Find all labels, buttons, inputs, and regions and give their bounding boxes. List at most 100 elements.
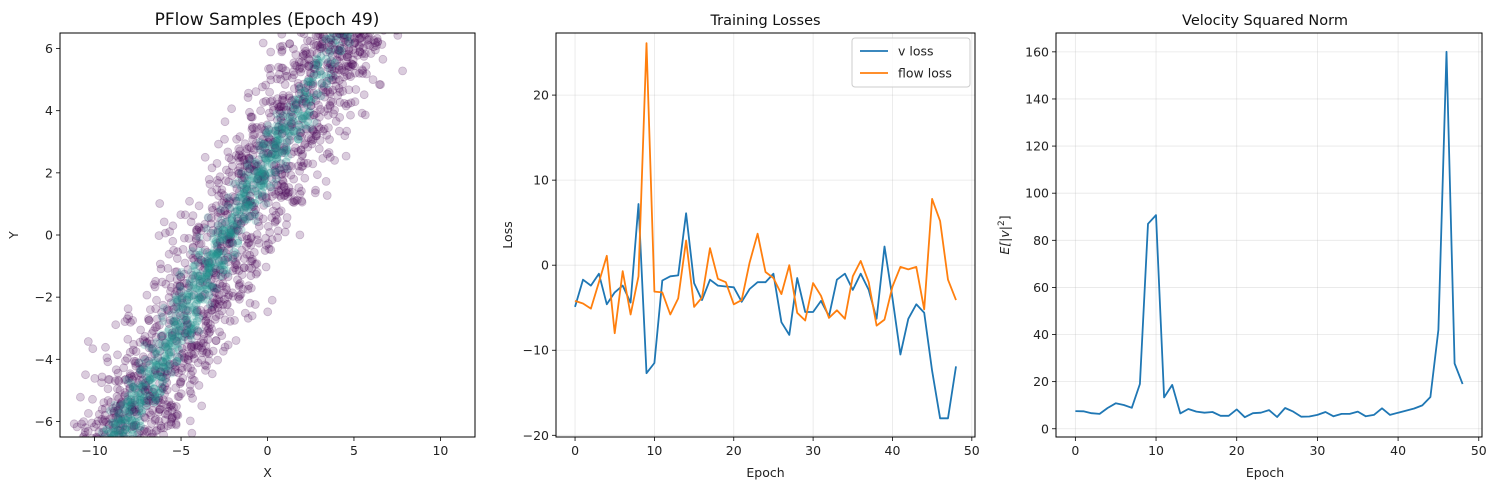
scatter-point	[312, 54, 321, 64]
velocity-x-label: Epoch	[1246, 465, 1284, 480]
scatter-point	[163, 366, 173, 376]
scatter-point-dense	[131, 443, 139, 451]
scatter-point-dense	[240, 213, 248, 221]
scatter-point	[303, 76, 313, 86]
scatter-point	[246, 112, 256, 122]
scatter-point-dense	[168, 336, 177, 345]
scatter-point	[203, 335, 213, 345]
scatter-point	[283, 188, 293, 198]
scatter-point	[324, 73, 334, 83]
scatter-point-dense	[191, 284, 200, 293]
scatter-point	[99, 427, 109, 437]
scatter-point-dense	[155, 372, 164, 381]
scatter-point	[357, 49, 367, 58]
scatter-point	[175, 281, 185, 291]
scatter-point-dense	[234, 193, 243, 202]
scatter-point	[90, 373, 100, 383]
scatter-point	[148, 373, 158, 382]
scatter-point	[147, 352, 157, 362]
scatter-point	[235, 156, 245, 166]
scatter-point	[323, 85, 333, 95]
scatter-point	[169, 402, 179, 412]
scatter-point	[306, 101, 316, 111]
scatter-point	[141, 413, 150, 423]
scatter-point-dense	[186, 326, 195, 335]
scatter-point	[267, 149, 277, 159]
scatter-point	[240, 308, 250, 318]
scatter-point	[248, 135, 258, 144]
scatter-point	[159, 423, 169, 433]
scatter-point	[219, 197, 229, 206]
scatter-point-dense	[141, 390, 150, 399]
scatter-point	[233, 238, 243, 248]
scatter-point	[114, 405, 123, 415]
scatter-point	[203, 309, 213, 318]
scatter-point	[198, 338, 208, 348]
scatter-point	[353, 33, 362, 38]
scatter-point	[208, 293, 218, 303]
scatter-point	[171, 311, 181, 321]
scatter-point	[202, 361, 211, 371]
scatter-point	[184, 351, 194, 361]
scatter-point	[223, 292, 233, 302]
scatter-point	[281, 157, 291, 167]
scatter-point	[299, 79, 309, 89]
scatter-point	[99, 398, 109, 408]
scatter-point	[323, 63, 333, 73]
scatter-point	[343, 99, 353, 109]
scatter-point	[121, 424, 130, 434]
scatter-point	[184, 233, 194, 243]
scatter-point-dense	[171, 295, 180, 304]
scatter-point	[277, 63, 286, 73]
scatter-point	[161, 453, 169, 461]
scatter-point	[388, 21, 396, 29]
scatter-point-dense	[248, 174, 257, 183]
scatter-point	[302, 49, 311, 58]
scatter-point	[127, 398, 137, 408]
scatter-point	[277, 124, 287, 134]
scatter-point	[267, 295, 277, 305]
scatter-point	[321, 71, 331, 81]
scatter-point	[108, 452, 116, 460]
scatter-point-dense	[273, 130, 282, 139]
scatter-point-dense	[187, 328, 196, 336]
scatter-point	[251, 87, 261, 96]
scatter-point	[149, 433, 158, 437]
scatter-point	[278, 118, 288, 128]
scatter-point	[286, 120, 296, 130]
scatter-point	[339, 99, 349, 108]
x-tick-label: 40	[885, 443, 901, 458]
scatter-point	[186, 370, 196, 380]
scatter-point	[315, 42, 325, 52]
scatter-point	[343, 62, 353, 71]
scatter-point	[294, 84, 304, 94]
scatter-point	[371, 41, 381, 51]
scatter-point	[130, 405, 140, 414]
scatter-point-dense	[190, 301, 199, 310]
scatter-point	[105, 375, 114, 385]
scatter-point	[294, 115, 304, 125]
scatter-point	[124, 407, 134, 417]
scatter-point	[259, 167, 269, 177]
scatter-point	[300, 86, 310, 96]
scatter-point	[296, 145, 306, 155]
scatter-point	[156, 386, 166, 396]
scatter-point	[214, 295, 224, 304]
scatter-point	[350, 38, 360, 48]
scatter-point	[256, 106, 266, 116]
scatter-point	[278, 176, 288, 185]
scatter-point	[139, 426, 149, 436]
scatter-point-dense	[208, 249, 217, 258]
scatter-point	[260, 169, 269, 179]
scatter-point	[112, 392, 122, 401]
scatter-point	[202, 347, 212, 357]
scatter-point	[307, 136, 316, 146]
scatter-point	[286, 107, 296, 117]
scatter-point	[166, 420, 176, 429]
scatter-point	[98, 423, 108, 433]
scatter-point	[242, 234, 252, 244]
scatter-point	[343, 52, 353, 62]
scatter-point	[100, 403, 110, 413]
scatter-point	[366, 49, 376, 58]
scatter-point	[176, 389, 186, 399]
